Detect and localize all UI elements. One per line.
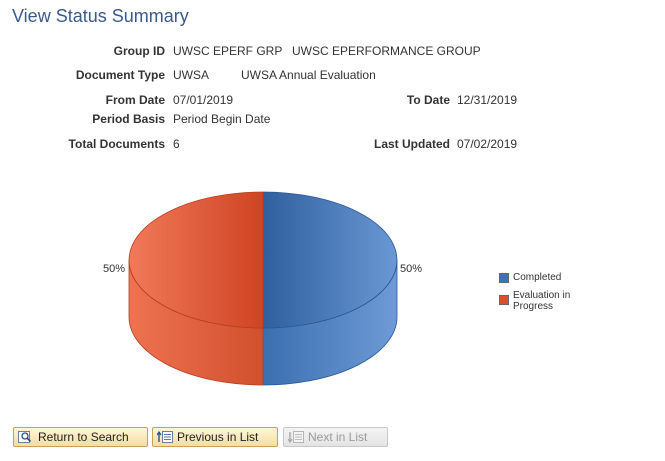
last-updated-label: Last Updated	[373, 137, 450, 151]
period-basis-label: Period Basis	[92, 112, 165, 126]
pie-label-evaluation: 50%	[103, 263, 126, 275]
return-to-search-button[interactable]: Return to Search	[13, 427, 148, 447]
group-id-label: Group ID	[113, 44, 165, 58]
next-in-list-button[interactable]: Next in List	[283, 427, 388, 447]
previous-in-list-label: Previous in List	[177, 430, 259, 444]
from-date-value: 07/01/2019	[173, 93, 234, 107]
legend-label-completed: Completed	[513, 272, 562, 283]
return-to-search-label: Return to Search	[38, 430, 129, 444]
to-date-value: 12/31/2019	[457, 93, 518, 107]
pie-label-completed: 50%	[400, 263, 423, 275]
pie-slice-evaluation	[128, 191, 264, 329]
total-documents-label: Total Documents	[68, 137, 165, 151]
legend-swatch-evaluation	[499, 295, 509, 305]
next-in-list-label: Next in List	[308, 430, 368, 444]
from-date-label: From Date	[105, 93, 165, 107]
legend-label-evaluation: Evaluation in Progress	[513, 290, 571, 312]
group-id-description: UWSC EPERFORMANCE GROUP	[292, 44, 481, 58]
period-basis-value: Period Begin Date	[173, 112, 271, 126]
document-type-label: Document Type	[75, 68, 165, 82]
page-title: View Status Summary	[12, 6, 189, 26]
document-type-description: UWSA Annual Evaluation	[241, 68, 376, 82]
last-updated-value: 07/02/2019	[457, 137, 518, 151]
pie-slice-completed	[262, 191, 398, 329]
pie-slice-completed-side	[262, 259, 398, 386]
pie-slice-evaluation-side	[128, 259, 264, 386]
group-id-code: UWSC EPERF GRP	[173, 44, 283, 58]
previous-list-icon	[156, 430, 173, 444]
to-date-label: To Date	[406, 93, 450, 107]
next-list-icon	[287, 430, 304, 444]
total-documents-value: 6	[173, 137, 180, 151]
previous-in-list-button[interactable]: Previous in List	[152, 427, 278, 447]
search-icon	[18, 430, 32, 444]
legend-swatch-completed	[499, 273, 509, 283]
document-type-code: UWSA	[173, 68, 209, 82]
